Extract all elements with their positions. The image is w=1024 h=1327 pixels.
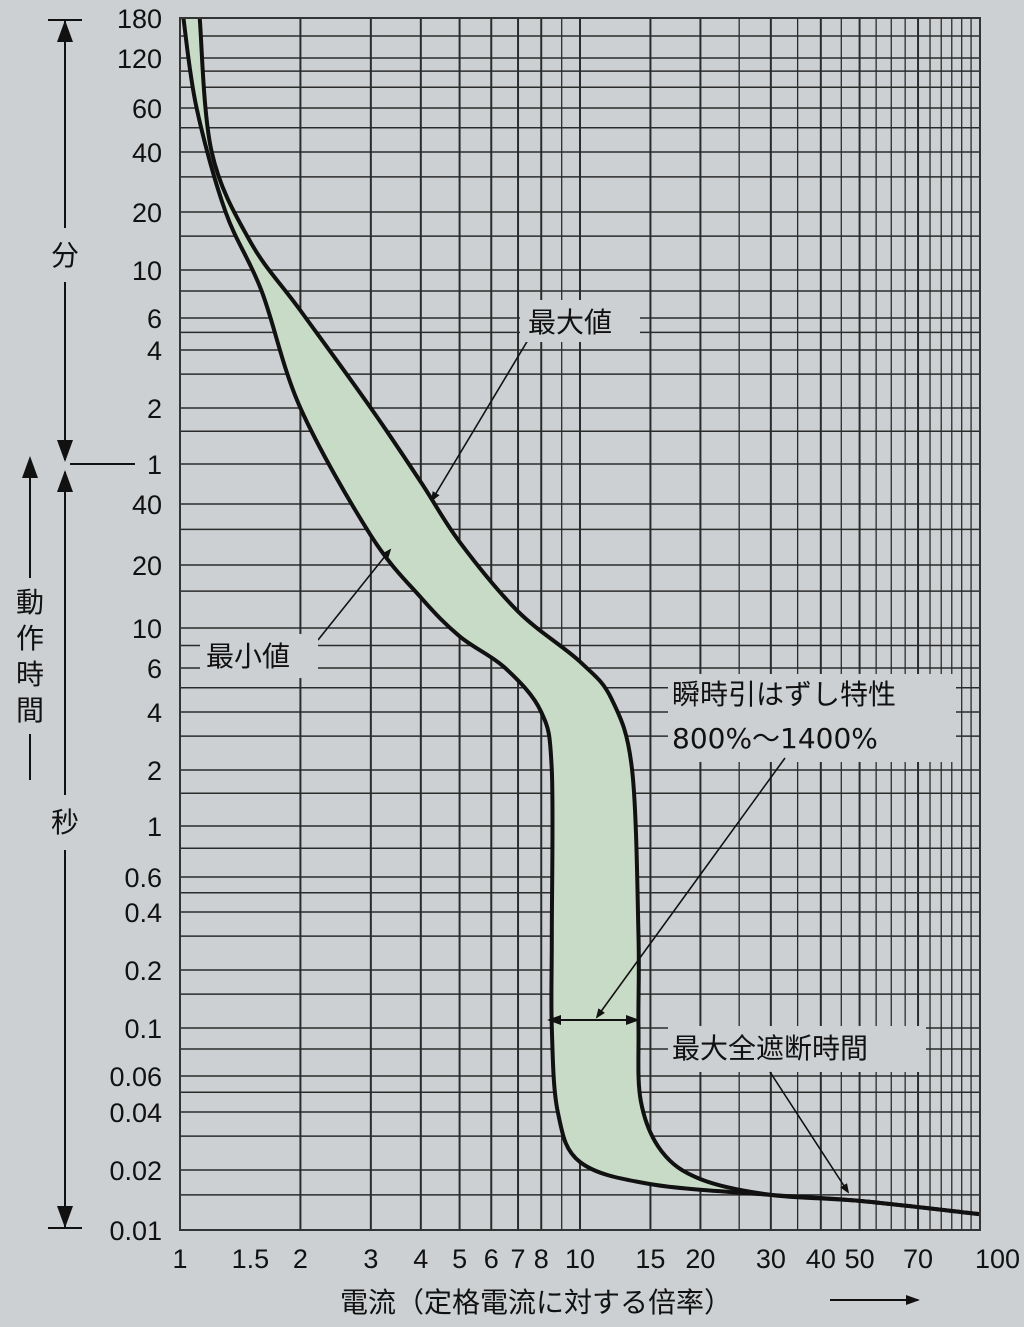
inst-label-bg [668, 674, 956, 762]
max-label-bg [520, 300, 640, 342]
y-tick-label-sec: 6 [147, 654, 162, 684]
min-label-bg [200, 634, 318, 678]
max-label: 最大値 [528, 306, 612, 339]
x-tick-label: 40 [806, 1244, 836, 1274]
x-tick-label: 20 [685, 1244, 715, 1274]
y-unit-minutes: 分 [51, 239, 79, 272]
y-tick-label-min: 180 [117, 4, 162, 34]
y-tick-label-sec: 0.04 [109, 1098, 162, 1128]
y-tick-label-min: 2 [147, 394, 162, 424]
min-label: 最小値 [206, 640, 290, 673]
y-axis-label-char: 作 [16, 622, 44, 655]
x-tick-label: 4 [413, 1244, 428, 1274]
y-unit-seconds: 秒 [51, 806, 79, 839]
total-pointer-line [769, 1071, 850, 1194]
y-unit-arrowheads [22, 20, 73, 1228]
y-axis-label-char: 動 [16, 586, 44, 619]
x-tick-label: 30 [756, 1244, 786, 1274]
y-tick-label-min: 6 [147, 304, 162, 334]
x-tick-label: 100 [975, 1244, 1020, 1274]
x-tick-label: 15 [635, 1244, 665, 1274]
y-tick-label-min: 120 [117, 44, 162, 74]
x-tick-label: 70 [903, 1244, 933, 1274]
x-tick-label: 50 [845, 1244, 875, 1274]
y-tick-label-min: 10 [132, 256, 162, 286]
instantaneous-label: 瞬時引はずし特性 [672, 678, 896, 711]
y-tick-labels: 18012060402010642140201064210.60.40.20.1… [109, 4, 162, 1246]
y-tick-label-sec: 0.01 [109, 1216, 162, 1246]
x-tick-label: 5 [452, 1244, 467, 1274]
band-shading [183, 18, 980, 1215]
x-tick-label: 1 [172, 1244, 187, 1274]
total-interrupt-label: 最大全遮断時間 [672, 1032, 868, 1065]
x-tick-label: 1.5 [232, 1244, 270, 1274]
total-label-bg [668, 1026, 926, 1072]
x-tick-label: 3 [363, 1244, 378, 1274]
y-tick-label-min: 20 [132, 198, 162, 228]
y-tick-label-sec: 20 [132, 551, 162, 581]
x-tick-label: 6 [484, 1244, 499, 1274]
y-tick-label-sec: 4 [147, 698, 162, 728]
x-tick-label: 10 [565, 1244, 595, 1274]
inst-pointer-line [595, 757, 786, 1019]
series-max-line [197, 17, 981, 1217]
y-unit-brackets [29, 19, 135, 1229]
y-axis-label-char: 時 [16, 658, 44, 691]
y-tick-label-sec: 1 [147, 812, 162, 842]
y-tick-label-sec: 0.06 [109, 1062, 162, 1092]
y-tick-label-sec: 0.6 [124, 863, 162, 893]
y-tick-label-min: 1 [147, 450, 162, 480]
x-tick-labels: 1 1.5 2 3 4 5 6 7 8 10 15 20 30 40 50 70 100 [172, 1244, 1020, 1274]
y-tick-label-sec: 0.4 [124, 898, 162, 928]
series-min-line [181, 17, 981, 1217]
plot-frame [179, 17, 981, 1231]
y-axis-label-char: 間 [16, 694, 44, 727]
y-tick-label-sec: 0.2 [124, 956, 162, 986]
y-tick-label-sec: 10 [132, 614, 162, 644]
y-tick-label-sec: 0.02 [109, 1156, 162, 1186]
min-pointer-line [317, 548, 392, 641]
y-tick-label-min: 40 [132, 138, 162, 168]
x-axis-label: 電流（定格電流に対する倍率） [340, 1286, 732, 1319]
y-tick-label-min: 60 [132, 94, 162, 124]
x-tick-label: 7 [511, 1244, 526, 1274]
max-pointer-line [430, 339, 529, 502]
x-tick-label: 2 [293, 1244, 308, 1274]
y-tick-label-sec: 2 [147, 756, 162, 786]
y-tick-label-min: 4 [147, 336, 162, 366]
y-tick-label-sec: 40 [132, 490, 162, 520]
x-tick-label: 8 [534, 1244, 549, 1274]
instantaneous-range-label: 800%～1400% [672, 722, 878, 755]
y-tick-label-sec: 0.1 [124, 1014, 162, 1044]
